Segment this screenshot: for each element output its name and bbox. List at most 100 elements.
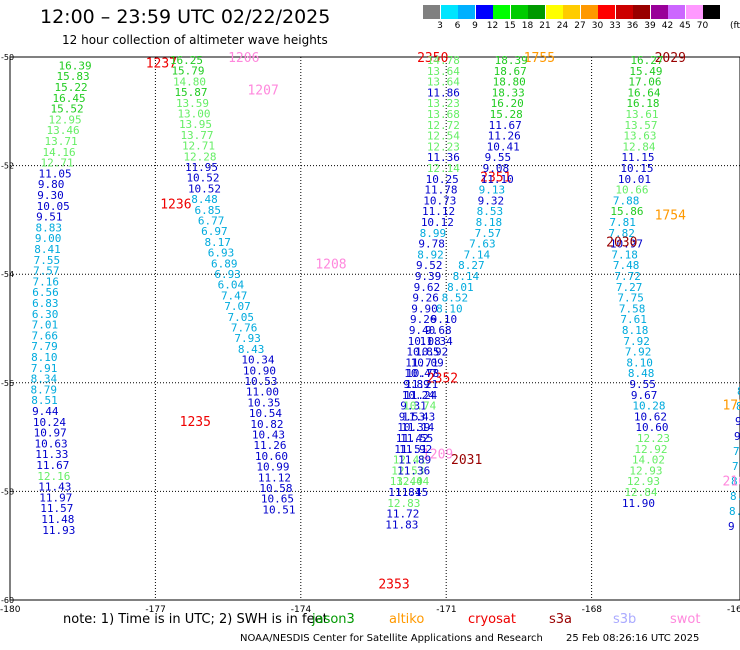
wave-height-value: 10.92 bbox=[415, 346, 448, 359]
wave-height-value: 11.26 bbox=[253, 439, 286, 452]
wave-height-value: 6.89 bbox=[211, 257, 238, 270]
legend-swatch bbox=[423, 5, 440, 19]
wave-height-value: 10.58 bbox=[259, 482, 292, 495]
wave-height-value: 7.91 bbox=[31, 362, 58, 375]
wave-height-value: 10.97 bbox=[610, 238, 643, 251]
wave-height-value: 9.39 bbox=[415, 270, 442, 283]
legend-swatch bbox=[563, 5, 580, 19]
satellite-legend-s3b: s3b bbox=[613, 612, 637, 627]
wave-height-value: 9.90 bbox=[411, 302, 438, 315]
wave-height-value: 10.99 bbox=[256, 461, 289, 474]
track-time-label: 2029 bbox=[655, 51, 686, 66]
track-time-label: 2100 bbox=[722, 475, 740, 490]
wave-height-value: 16.18 bbox=[626, 97, 659, 110]
wave-height-value: 11.95 bbox=[185, 161, 218, 174]
track-time-label: 1206 bbox=[228, 51, 259, 66]
wave-height-value: 11.78 bbox=[424, 184, 457, 197]
track-time-label: 1236 bbox=[160, 198, 191, 213]
wave-height-value: 8.48 bbox=[628, 367, 655, 380]
wave-height-value: 11.43 bbox=[402, 410, 435, 423]
wave-height-value: 11.83 bbox=[385, 518, 418, 531]
wave-height-value: 8.34 bbox=[31, 373, 58, 386]
wave-height-value: 15.83 bbox=[56, 70, 89, 83]
legend-label: 70 bbox=[696, 21, 709, 31]
wave-height-value: 7.57 bbox=[475, 227, 502, 240]
wave-height-value: 7.76 bbox=[231, 322, 258, 335]
track-time-label: 1207 bbox=[247, 84, 278, 99]
longitude-label: -174 bbox=[291, 605, 312, 615]
wave-height-value: 6.30 bbox=[32, 308, 59, 321]
wave-height-value: 7.63 bbox=[469, 238, 496, 251]
legend-label: 39 bbox=[644, 21, 656, 31]
wave-height-value: 15.49 bbox=[629, 65, 662, 78]
wave-height-value: 10.53 bbox=[244, 375, 277, 388]
wave-height-value: 7.93 bbox=[234, 332, 261, 345]
legend-swatch bbox=[598, 5, 615, 19]
wave-height-value: 16.39 bbox=[58, 59, 91, 72]
wave-height-value: 11.86 bbox=[427, 86, 460, 99]
wave-height-value: 10.25 bbox=[426, 173, 459, 186]
wave-height-value: 16.25 bbox=[170, 54, 203, 67]
wave-height-value: 9.68 bbox=[425, 324, 452, 337]
wave-height-value: 11.48 bbox=[41, 513, 74, 526]
wave-height-value: 11.15 bbox=[621, 151, 654, 164]
wave-height-value: 12.83 bbox=[387, 497, 420, 510]
wave-height-value: 9.55 bbox=[629, 378, 656, 391]
wave-height-value: 11.26 bbox=[488, 130, 521, 143]
legend-swatch bbox=[510, 5, 528, 19]
wave-height-value: 9.53 bbox=[399, 410, 426, 423]
longitude-label: -171 bbox=[436, 605, 456, 615]
wave-height-value: 7.61 bbox=[620, 313, 647, 326]
wave-height-value: 11.36 bbox=[427, 151, 460, 164]
wave-height-value: 8.10 bbox=[626, 356, 653, 369]
wave-height-value: 10.01 bbox=[618, 173, 651, 186]
wave-height-value: 7.75 bbox=[617, 292, 644, 305]
legend-label: 30 bbox=[591, 21, 604, 31]
legend-swatch bbox=[615, 5, 633, 19]
legend-swatch bbox=[475, 5, 493, 19]
wave-height-value: 11.42 bbox=[396, 432, 429, 445]
legend-label: 24 bbox=[556, 21, 569, 31]
wave-height-value: 10.65 bbox=[261, 493, 294, 506]
wave-height-value: 7.01 bbox=[32, 319, 58, 332]
wave-height-value: 7.47 bbox=[221, 289, 248, 302]
wave-height-value: 7.16 bbox=[32, 275, 59, 288]
legend-label: 36 bbox=[626, 21, 639, 31]
wave-height-value: 11.51 bbox=[394, 443, 427, 456]
wave-height-value: 10.05 bbox=[37, 200, 70, 213]
wave-height-value: 18.67 bbox=[494, 65, 527, 78]
wave-height-value: 11.43 bbox=[38, 481, 71, 494]
wave-height-value: 7.48 bbox=[613, 259, 640, 272]
legend-swatch bbox=[685, 5, 703, 19]
wave-height-value: 11.97 bbox=[39, 491, 72, 504]
legend-label: 15 bbox=[504, 21, 516, 31]
wave-height-value: 9.51 bbox=[36, 211, 63, 224]
wave-height-value: 10.85 bbox=[406, 346, 439, 359]
wave-height-value: 10.51 bbox=[262, 503, 295, 516]
wave-height-value: 7.66 bbox=[31, 329, 58, 342]
wave-height-value: 11.34 bbox=[420, 335, 453, 348]
wave-height-value: 11.93 bbox=[42, 524, 75, 537]
wave-height-value: 12.71 bbox=[182, 140, 215, 153]
track-time-label: 1235 bbox=[180, 415, 211, 430]
wave-height-value: 11.00 bbox=[246, 386, 279, 399]
wave-height-value: 12.92 bbox=[634, 443, 667, 456]
wave-height-value: 6.04 bbox=[218, 279, 245, 292]
wave-height-value: 7.07 bbox=[224, 300, 251, 313]
legend-swatch bbox=[650, 5, 668, 19]
wave-height-value: 12.84 bbox=[622, 140, 655, 153]
wave-height-value: 10.24 bbox=[33, 416, 66, 429]
wave-height-value: 9.31 bbox=[400, 400, 427, 413]
latitude-label: -58 bbox=[1, 487, 14, 496]
track-time-label: 1208 bbox=[315, 257, 346, 272]
longitude-label: -168 bbox=[582, 605, 603, 615]
wave-height-value: 11.24 bbox=[404, 389, 437, 402]
wave-height-value: 8.99 bbox=[420, 227, 447, 240]
wave-height-value: 9.68 bbox=[734, 430, 740, 443]
wave-height-value: 13.95 bbox=[179, 118, 212, 131]
longitude-label: -177 bbox=[145, 605, 165, 615]
wave-height-value: 10.39 bbox=[397, 421, 430, 434]
wave-height-value: 10.24 bbox=[402, 389, 435, 402]
wave-height-value: 6.93 bbox=[214, 268, 241, 281]
wave-height-value: 7.99 bbox=[732, 460, 740, 473]
